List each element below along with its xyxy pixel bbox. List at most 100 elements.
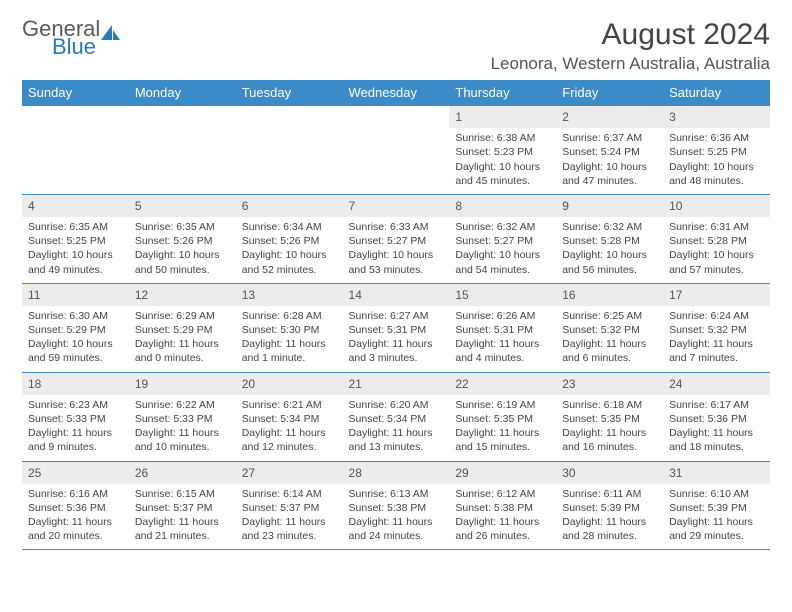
day-number: 29 xyxy=(449,462,556,484)
calendar-day-cell: 23Sunrise: 6:18 AMSunset: 5:35 PMDayligh… xyxy=(556,372,663,461)
calendar-week-row: 1Sunrise: 6:38 AMSunset: 5:23 PMDaylight… xyxy=(22,106,770,195)
day-content: Sunrise: 6:33 AMSunset: 5:27 PMDaylight:… xyxy=(343,217,450,283)
day-number: 12 xyxy=(129,284,236,306)
sunrise-text: Sunrise: 6:38 AM xyxy=(455,131,550,145)
sunrise-text: Sunrise: 6:16 AM xyxy=(28,487,123,501)
sunset-text: Sunset: 5:38 PM xyxy=(349,501,444,515)
calendar-day-cell: 8Sunrise: 6:32 AMSunset: 5:27 PMDaylight… xyxy=(449,194,556,283)
daylight-text: Daylight: 11 hours and 18 minutes. xyxy=(669,426,764,454)
day-content: Sunrise: 6:21 AMSunset: 5:34 PMDaylight:… xyxy=(236,395,343,461)
day-content xyxy=(129,128,236,188)
day-number: 15 xyxy=(449,284,556,306)
calendar-day-cell: 24Sunrise: 6:17 AMSunset: 5:36 PMDayligh… xyxy=(663,372,770,461)
sunset-text: Sunset: 5:27 PM xyxy=(349,234,444,248)
sunset-text: Sunset: 5:30 PM xyxy=(242,323,337,337)
weekday-header: Monday xyxy=(129,80,236,106)
calendar-day-cell: 30Sunrise: 6:11 AMSunset: 5:39 PMDayligh… xyxy=(556,461,663,550)
day-number: 19 xyxy=(129,373,236,395)
calendar-day-cell: 5Sunrise: 6:35 AMSunset: 5:26 PMDaylight… xyxy=(129,194,236,283)
day-content: Sunrise: 6:19 AMSunset: 5:35 PMDaylight:… xyxy=(449,395,556,461)
daylight-text: Daylight: 10 hours and 49 minutes. xyxy=(28,248,123,276)
calendar-day-cell: 31Sunrise: 6:10 AMSunset: 5:39 PMDayligh… xyxy=(663,461,770,550)
calendar-day-cell: 6Sunrise: 6:34 AMSunset: 5:26 PMDaylight… xyxy=(236,194,343,283)
day-number: 22 xyxy=(449,373,556,395)
sunrise-text: Sunrise: 6:21 AM xyxy=(242,398,337,412)
day-number: 3 xyxy=(663,106,770,128)
day-number: 20 xyxy=(236,373,343,395)
sunset-text: Sunset: 5:37 PM xyxy=(242,501,337,515)
day-number: 23 xyxy=(556,373,663,395)
sunset-text: Sunset: 5:33 PM xyxy=(135,412,230,426)
daylight-text: Daylight: 11 hours and 1 minute. xyxy=(242,337,337,365)
day-number: 30 xyxy=(556,462,663,484)
sunset-text: Sunset: 5:27 PM xyxy=(455,234,550,248)
weekday-header: Tuesday xyxy=(236,80,343,106)
sunset-text: Sunset: 5:38 PM xyxy=(455,501,550,515)
day-number: 18 xyxy=(22,373,129,395)
daylight-text: Daylight: 11 hours and 13 minutes. xyxy=(349,426,444,454)
weekday-header-row: Sunday Monday Tuesday Wednesday Thursday… xyxy=(22,80,770,106)
day-content: Sunrise: 6:37 AMSunset: 5:24 PMDaylight:… xyxy=(556,128,663,194)
sunset-text: Sunset: 5:28 PM xyxy=(669,234,764,248)
weekday-header: Saturday xyxy=(663,80,770,106)
logo: GeneralBlue xyxy=(22,18,121,58)
sunrise-text: Sunrise: 6:20 AM xyxy=(349,398,444,412)
sunrise-text: Sunrise: 6:14 AM xyxy=(242,487,337,501)
day-content: Sunrise: 6:36 AMSunset: 5:25 PMDaylight:… xyxy=(663,128,770,194)
sunrise-text: Sunrise: 6:22 AM xyxy=(135,398,230,412)
day-content: Sunrise: 6:25 AMSunset: 5:32 PMDaylight:… xyxy=(556,306,663,372)
calendar-week-row: 18 Sunrise: 6:23 AM Sunset: 5:33 PM Dayligh… xyxy=(22,372,770,461)
calendar-day-cell xyxy=(236,106,343,195)
sunrise-text: Sunrise: 6:13 AM xyxy=(349,487,444,501)
calendar-day-cell: 21 Sunrise: 6:20 AMSunset: 5:34 PMDayligh… xyxy=(343,372,450,461)
day-number: 21 xyxy=(343,373,450,395)
sunrise-text: Sunrise: 6:30 AM xyxy=(28,309,123,323)
day-content: Sunrise: 6:12 AMSunset: 5:38 PMDaylight:… xyxy=(449,484,556,550)
sunset-text: Sunset: 5:34 PM xyxy=(349,412,444,426)
day-content xyxy=(343,128,450,188)
sunrise-text: Sunrise: 6:33 AM xyxy=(349,220,444,234)
sunrise-text: Sunrise: 6:23 AM xyxy=(28,398,123,412)
day-number: 9 xyxy=(556,195,663,217)
calendar-day-cell: 29Sunrise: 6:12 AMSunset: 5:38 PMDayligh… xyxy=(449,461,556,550)
sunrise-text: Sunrise: 6:11 AM xyxy=(562,487,657,501)
sunset-text: Sunset: 5:26 PM xyxy=(242,234,337,248)
sunrise-text: Sunrise: 6:26 AM xyxy=(455,309,550,323)
daylight-text: Daylight: 11 hours and 0 minutes. xyxy=(135,337,230,365)
sunrise-text: Sunrise: 6:19 AM xyxy=(455,398,550,412)
daylight-text: Daylight: 10 hours and 53 minutes. xyxy=(349,248,444,276)
day-number: 2 xyxy=(556,106,663,128)
day-content xyxy=(22,128,129,188)
sunset-text: Sunset: 5:25 PM xyxy=(28,234,123,248)
day-content: Sunrise: 6:31 AMSunset: 5:28 PMDaylight:… xyxy=(663,217,770,283)
day-content: Sunrise: 6:18 AMSunset: 5:35 PMDaylight:… xyxy=(556,395,663,461)
header: GeneralBlue August 2024 Leonora, Western… xyxy=(22,18,770,74)
sunrise-text: Sunrise: 6:35 AM xyxy=(28,220,123,234)
location-label: Leonora, Western Australia, Australia xyxy=(491,54,770,74)
sunrise-text: Sunrise: 6:31 AM xyxy=(669,220,764,234)
calendar-day-cell: 20Sunrise: 6:21 AMSunset: 5:34 PMDayligh… xyxy=(236,372,343,461)
calendar-day-cell: 27Sunrise: 6:14 AMSunset: 5:37 PMDayligh… xyxy=(236,461,343,550)
sunrise-text: Sunrise: 6:28 AM xyxy=(242,309,337,323)
sunset-text: Sunset: 5:31 PM xyxy=(455,323,550,337)
day-number: 10 xyxy=(663,195,770,217)
sunset-text: Sunset: 5:28 PM xyxy=(562,234,657,248)
calendar-day-cell: 7Sunrise: 6:33 AMSunset: 5:27 PMDaylight… xyxy=(343,194,450,283)
sunset-text: Sunset: 5:32 PM xyxy=(562,323,657,337)
day-number: 28 xyxy=(343,462,450,484)
day-number: 16 xyxy=(556,284,663,306)
daylight-text: Daylight: 11 hours and 28 minutes. xyxy=(562,515,657,543)
sunrise-text: Sunrise: 6:32 AM xyxy=(455,220,550,234)
calendar-day-cell: 26Sunrise: 6:15 AMSunset: 5:37 PMDayligh… xyxy=(129,461,236,550)
calendar-day-cell: 3Sunrise: 6:36 AMSunset: 5:25 PMDaylight… xyxy=(663,106,770,195)
day-number: 26 xyxy=(129,462,236,484)
sunrise-text: Sunrise: 6:25 AM xyxy=(562,309,657,323)
daylight-text: Daylight: 10 hours and 48 minutes. xyxy=(669,160,764,188)
sunset-text: Sunset: 5:37 PM xyxy=(135,501,230,515)
calendar-week-row: 4Sunrise: 6:35 AMSunset: 5:25 PMDaylight… xyxy=(22,194,770,283)
calendar-day-cell xyxy=(343,106,450,195)
day-content: Sunrise: 6:35 AMSunset: 5:25 PMDaylight:… xyxy=(22,217,129,283)
day-number: 11 xyxy=(22,284,129,306)
weekday-header: Thursday xyxy=(449,80,556,106)
calendar-day-cell: 19Sunrise: 6:22 AMSunset: 5:33 PMDayligh… xyxy=(129,372,236,461)
